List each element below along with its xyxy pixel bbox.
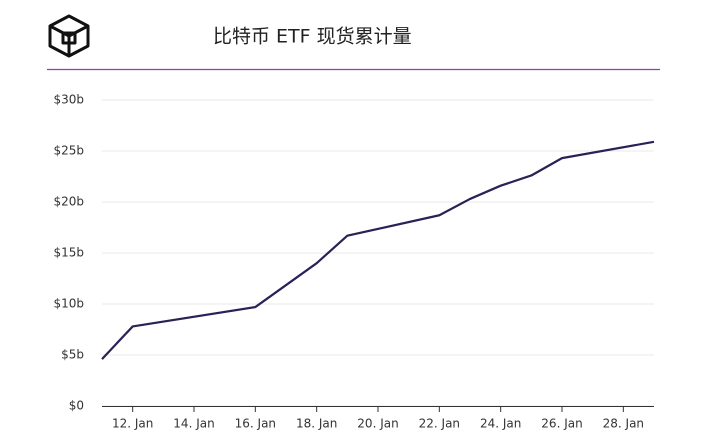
y-tick-label: $0 — [69, 399, 84, 413]
x-tick-label: 28. Jan — [603, 417, 644, 431]
data-line — [101, 140, 655, 360]
logo — [48, 14, 90, 58]
y-tick-label: $10b — [53, 297, 84, 311]
x-tick-label: 22. Jan — [419, 417, 460, 431]
x-tick-label: 24. Jan — [480, 417, 521, 431]
x-tick-label: 12. Jan — [112, 417, 153, 431]
y-tick-label: $5b — [61, 348, 84, 362]
y-tick-label: $20b — [53, 195, 84, 209]
x-tick-label: 16. Jan — [235, 417, 276, 431]
y-tick-label: $30b — [53, 93, 84, 107]
y-tick-label: $15b — [53, 246, 84, 260]
y-tick-label: $25b — [53, 144, 84, 158]
x-tick-label: 18. Jan — [296, 417, 337, 431]
x-tick-label: 14. Jan — [173, 417, 214, 431]
x-tick-label: 20. Jan — [357, 417, 398, 431]
x-tick-label: 26. Jan — [541, 417, 582, 431]
chart-title: 比特币 ETF 现货累计量 — [213, 26, 412, 48]
